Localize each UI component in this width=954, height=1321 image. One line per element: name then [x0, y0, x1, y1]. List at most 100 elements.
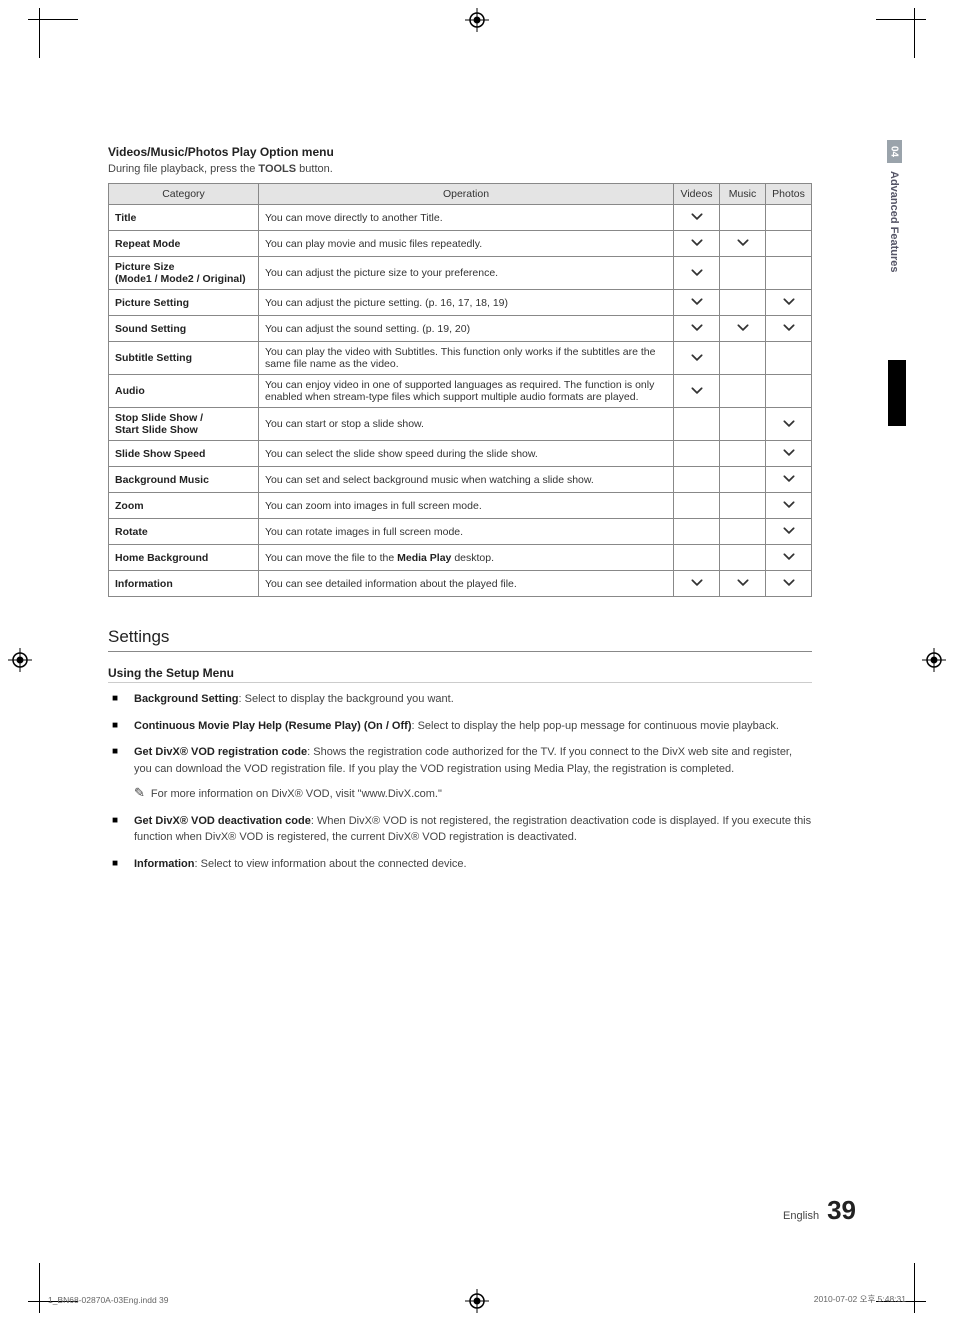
cell-check [720, 316, 766, 342]
cell-check [674, 441, 720, 467]
chapter-side-tab: 04 Advanced Features [882, 140, 906, 303]
note-icon: ✎ [134, 785, 145, 800]
page-footer: English 39 [783, 1195, 856, 1226]
cell-check [674, 342, 720, 375]
cell-check [720, 290, 766, 316]
cell-category: Title [109, 205, 259, 231]
cell-check [766, 205, 812, 231]
cell-category: Sound Setting [109, 316, 259, 342]
cell-check [766, 408, 812, 441]
table-row: AudioYou can enjoy video in one of suppo… [109, 375, 812, 408]
check-icon [782, 421, 796, 433]
cell-check [766, 290, 812, 316]
check-icon [782, 528, 796, 540]
cell-check [674, 290, 720, 316]
item-label: Continuous Movie Play Help (Resume Play)… [134, 720, 411, 732]
check-icon [736, 240, 750, 252]
check-icon [690, 214, 704, 226]
cell-operation: You can set and select background music … [259, 467, 674, 493]
cell-category: Subtitle Setting [109, 342, 259, 375]
item-label: Background Setting [134, 693, 239, 705]
registration-mark-icon [465, 8, 489, 32]
chapter-number: 04 [887, 140, 902, 163]
table-row: TitleYou can move directly to another Ti… [109, 205, 812, 231]
crop-mark [876, 8, 926, 20]
check-icon [782, 502, 796, 514]
cell-category: Picture Setting [109, 290, 259, 316]
th-music: Music [720, 184, 766, 205]
cell-category: Repeat Mode [109, 231, 259, 257]
cell-operation: You can enjoy video in one of supported … [259, 375, 674, 408]
check-icon [736, 325, 750, 337]
page-area: 04 Advanced Features Videos/Music/Photos… [48, 55, 906, 1266]
registration-mark-icon [465, 1289, 489, 1313]
print-footer-filename: 1_BN68-02870A-03Eng.indd 39 [48, 1295, 169, 1305]
table-row: Picture Size (Mode1 / Mode2 / Original)Y… [109, 257, 812, 290]
play-option-table: Category Operation Videos Music Photos T… [108, 183, 812, 597]
cell-check [720, 467, 766, 493]
setup-list: Background Setting: Select to display th… [108, 691, 812, 872]
check-icon [690, 580, 704, 592]
table-row: Picture SettingYou can adjust the pictur… [109, 290, 812, 316]
check-icon [690, 299, 704, 311]
cell-check [674, 408, 720, 441]
cell-operation: You can move the file to the Media Play … [259, 545, 674, 571]
page-number: 39 [827, 1195, 856, 1226]
registration-mark-icon [8, 648, 32, 672]
cell-check [766, 493, 812, 519]
cell-operation: You can play the video with Subtitles. T… [259, 342, 674, 375]
footer-language: English [783, 1210, 819, 1222]
cell-operation: You can rotate images in full screen mod… [259, 519, 674, 545]
list-item: Get DivX® VOD registration code: Shows t… [108, 744, 812, 803]
table-row: RotateYou can rotate images in full scre… [109, 519, 812, 545]
item-text: : Select to display the background you w… [239, 693, 454, 705]
cell-check [766, 342, 812, 375]
cell-category: Background Music [109, 467, 259, 493]
check-icon [782, 299, 796, 311]
cell-check [674, 231, 720, 257]
cell-operation: You can play movie and music files repea… [259, 231, 674, 257]
item-text: : Select to display the help pop-up mess… [411, 720, 779, 732]
cell-operation: You can zoom into images in full screen … [259, 493, 674, 519]
subtext-bold: TOOLS [258, 163, 296, 175]
check-icon [782, 450, 796, 462]
cell-operation: You can adjust the sound setting. (p. 19… [259, 316, 674, 342]
cell-operation: You can start or stop a slide show. [259, 408, 674, 441]
table-row: Repeat ModeYou can play movie and music … [109, 231, 812, 257]
check-icon [782, 554, 796, 566]
cell-check [674, 571, 720, 597]
cell-check [766, 571, 812, 597]
print-footer-datetime: 2010-07-02 오후 5:48:31 [814, 1293, 906, 1305]
cell-operation: You can move directly to another Title. [259, 205, 674, 231]
check-icon [690, 388, 704, 400]
check-icon [782, 580, 796, 592]
cell-check [674, 205, 720, 231]
check-icon [782, 325, 796, 337]
th-category: Category [109, 184, 259, 205]
cell-check [720, 519, 766, 545]
cell-category: Stop Slide Show / Start Slide Show [109, 408, 259, 441]
cell-check [674, 519, 720, 545]
cell-check [674, 493, 720, 519]
th-operation: Operation [259, 184, 674, 205]
cell-check [720, 231, 766, 257]
table-row: Stop Slide Show / Start Slide ShowYou ca… [109, 408, 812, 441]
cell-check [720, 342, 766, 375]
cell-check [720, 571, 766, 597]
crop-mark [28, 8, 78, 20]
cell-category: Picture Size (Mode1 / Mode2 / Original) [109, 257, 259, 290]
cell-category: Rotate [109, 519, 259, 545]
chapter-title: Advanced Features [886, 163, 902, 302]
table-row: ZoomYou can zoom into images in full scr… [109, 493, 812, 519]
side-locator-bar [888, 360, 906, 426]
cell-check [674, 257, 720, 290]
cell-check [766, 375, 812, 408]
cell-operation: You can adjust the picture size to your … [259, 257, 674, 290]
setup-subheading: Using the Setup Menu [108, 666, 812, 683]
item-label: Get DivX® VOD deactivation code [134, 815, 311, 827]
table-row: InformationYou can see detailed informat… [109, 571, 812, 597]
list-item: Information: Select to view information … [108, 856, 812, 873]
cell-check [720, 375, 766, 408]
table-row: Home BackgroundYou can move the file to … [109, 545, 812, 571]
section-subtext: During file playback, press the TOOLS bu… [108, 163, 856, 175]
